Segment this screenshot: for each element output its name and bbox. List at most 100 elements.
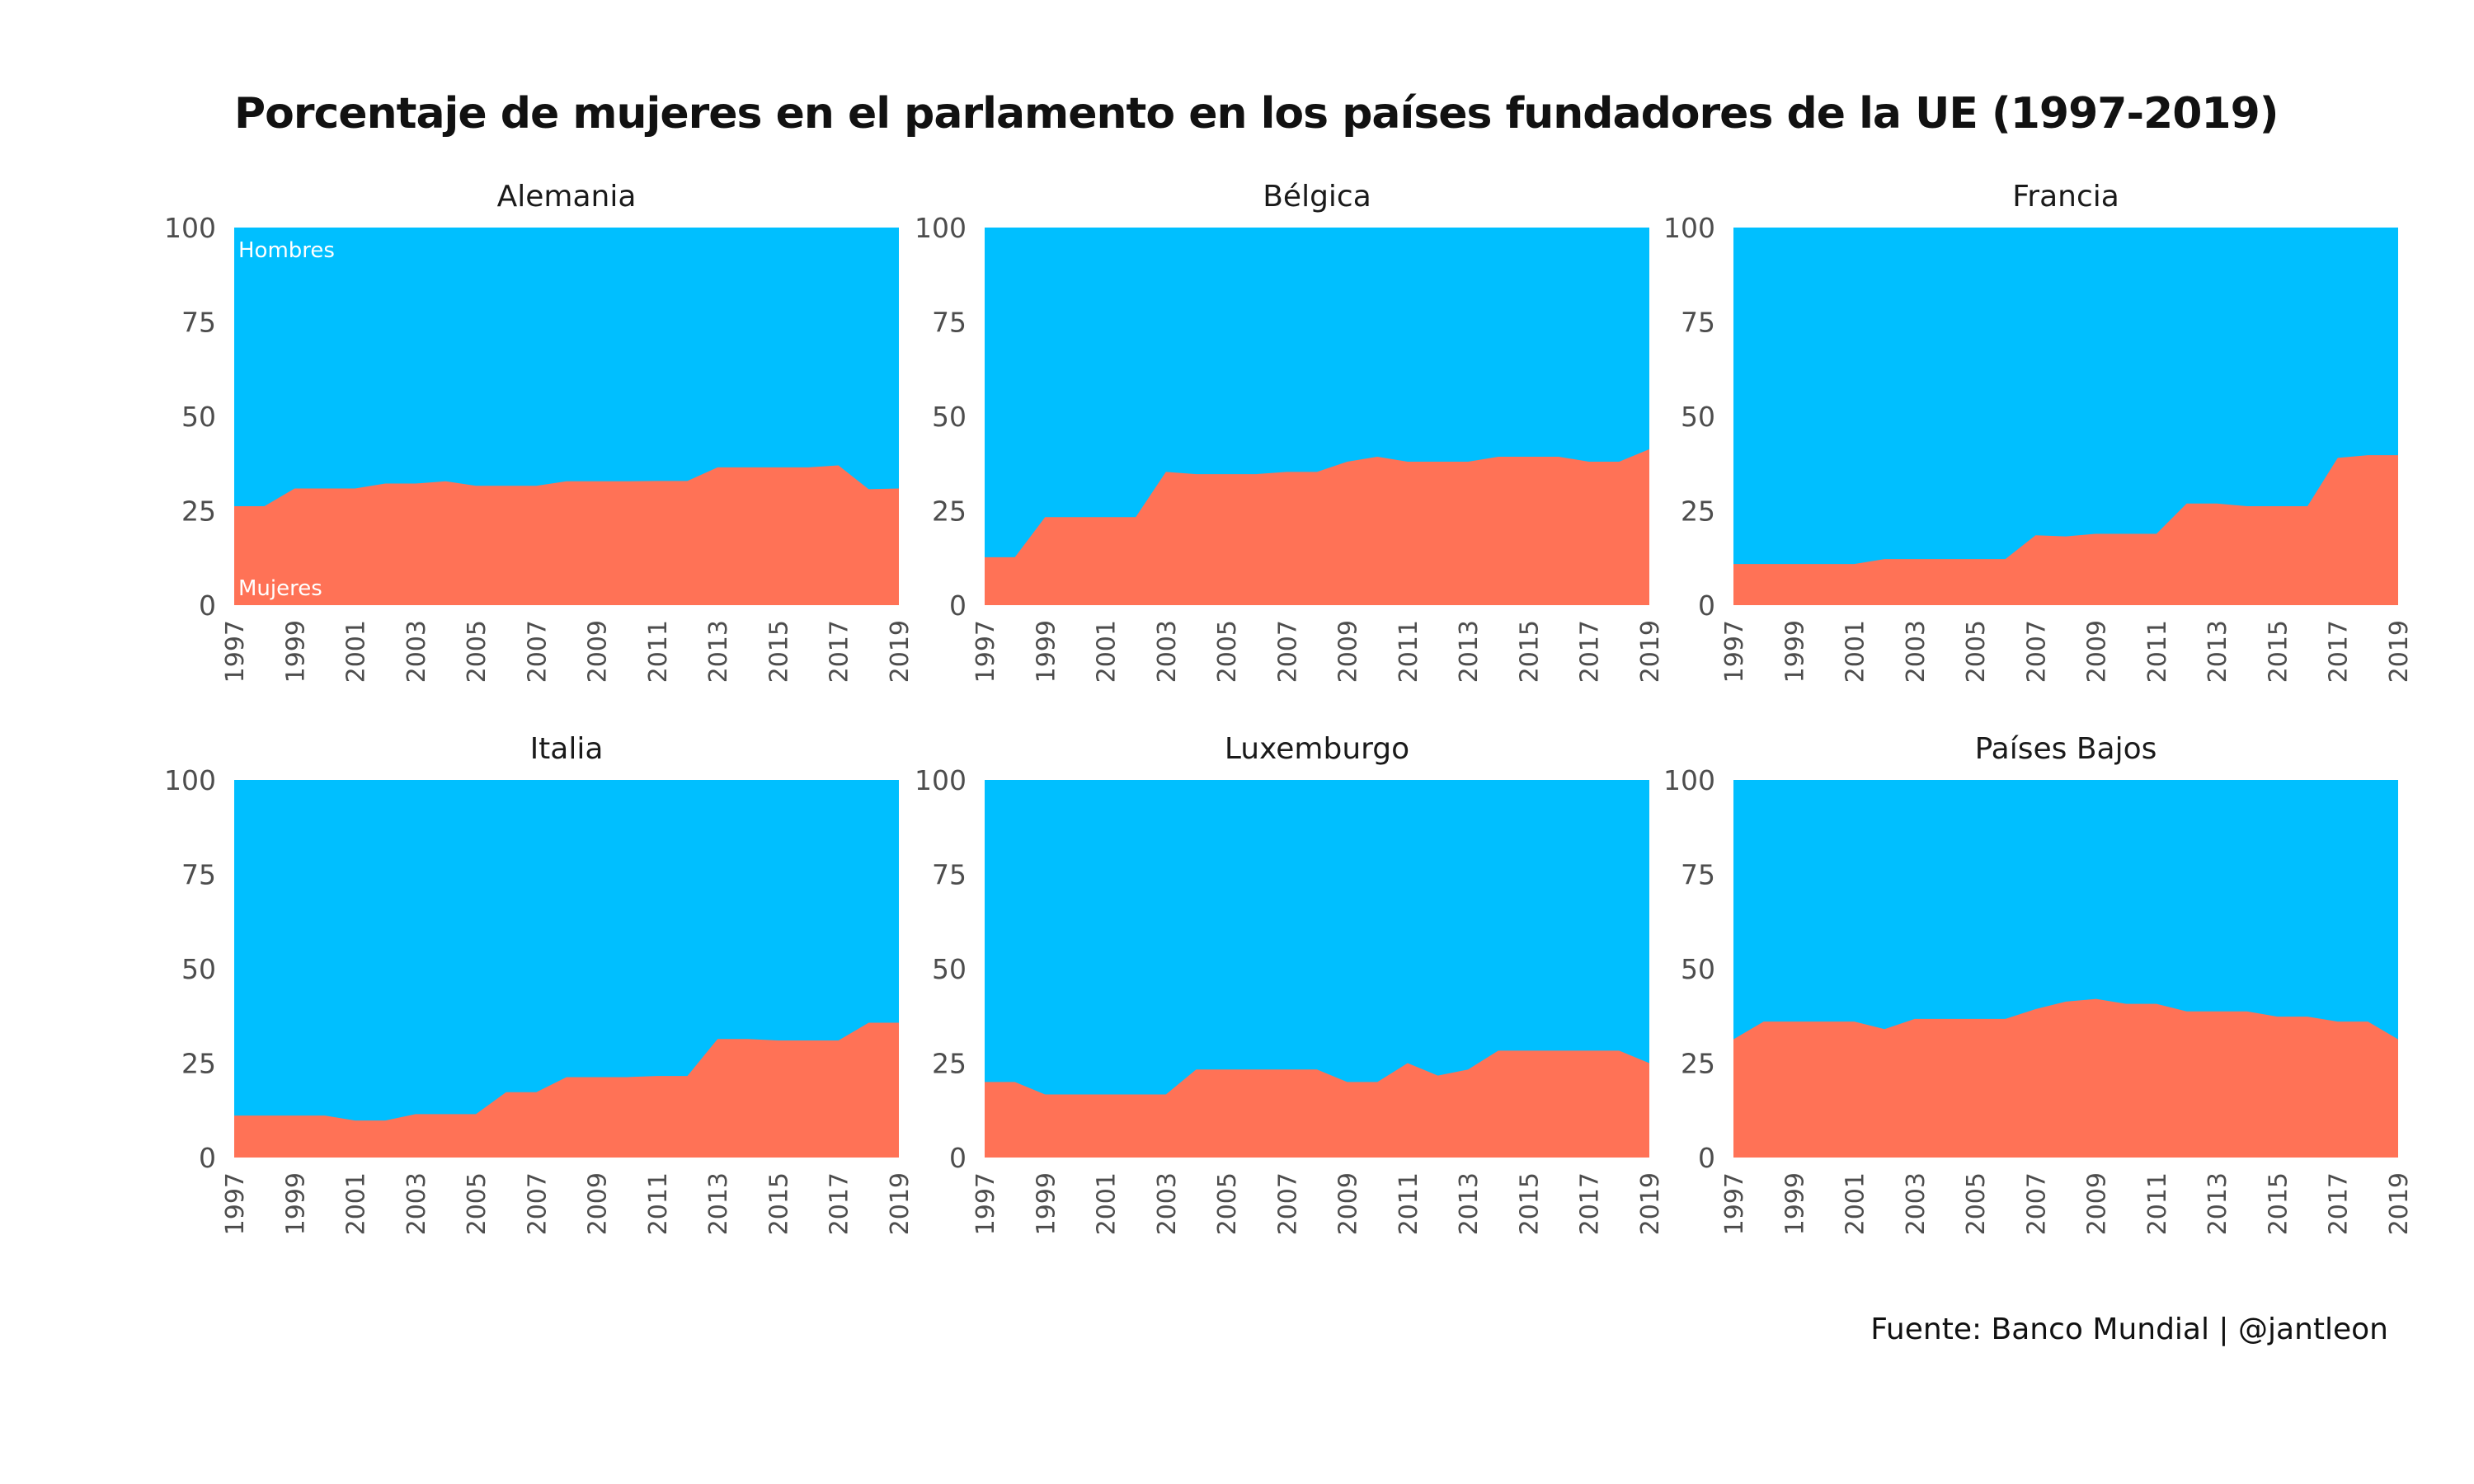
y-tick-label: 100 [164,212,216,244]
y-tick-label: 50 [181,953,216,985]
x-tick-label: 2003 [402,1172,431,1235]
x-tick-label: 1999 [1780,620,1809,683]
facet-title-paises-bajos: Países Bajos [1975,732,2157,766]
y-tick-label: 0 [949,589,967,622]
x-tick-label: 2007 [523,620,552,683]
x-tick-label: 2007 [2022,620,2051,683]
x-tick-label: 2019 [1636,1172,1665,1235]
source-caption: Fuente: Banco Mundial | @jantleon [1870,1313,2388,1346]
y-tick-label: 75 [932,307,967,339]
x-tick-label: 2011 [1395,1172,1423,1235]
x-tick-label: 2019 [2385,620,2414,683]
x-tick-label: 2003 [1153,620,1182,683]
x-tick-label: 2017 [2325,1172,2354,1235]
x-tick-label: 2017 [825,620,854,683]
y-tick-label: 50 [1681,953,1715,985]
facet-title-luxemburgo: Luxemburgo [1225,732,1409,766]
x-tick-label: 2001 [342,620,371,683]
x-tick-label: 1997 [971,1172,1000,1235]
x-tick-label: 2011 [2143,1172,2172,1235]
y-tick-label: 75 [181,859,216,891]
x-tick-label: 1997 [221,1172,250,1235]
x-tick-label: 2015 [1515,1172,1544,1235]
y-tick-label: 25 [1681,495,1715,528]
y-tick-label: 50 [932,953,967,985]
x-tick-label: 2013 [704,620,733,683]
y-tick-label: 0 [1698,589,1715,622]
facet-title-francia: Francia [2012,180,2119,214]
x-tick-label: 2013 [1455,620,1484,683]
area-mujeres-alemania [234,465,899,605]
x-tick-label: 2011 [644,620,673,683]
x-tick-label: 2007 [1273,1172,1302,1235]
y-tick-label: 25 [1681,1048,1715,1080]
facet-luxemburgo: Luxemburgo 0 25 50 75 100 1997 1999 2001 2003 2005… [915,732,1665,1235]
y-tick-label: 100 [1663,212,1715,244]
x-tick-label: 2007 [2022,1172,2051,1235]
facet-paises-bajos: Países Bajos 0 25 50 75 100 1997 1999 2001 2003 20… [1663,732,2414,1235]
area-mujeres-paises-bajos [1733,998,2398,1158]
y-tick-label: 100 [164,764,216,796]
x-tick-label: 2009 [584,1172,613,1235]
x-tick-label: 2017 [1576,1172,1605,1235]
x-tick-label: 2001 [1093,1172,1122,1235]
facet-italia: Italia 0 25 50 75 100 1997 1999 2001 2003 2005 2007… [164,732,915,1235]
x-tick-label: 2011 [1395,620,1423,683]
x-tick-label: 1999 [1780,1172,1809,1235]
x-tick-label: 1999 [1032,1172,1061,1235]
x-tick-label: 2009 [2083,620,2112,683]
x-tick-label: 2017 [825,1172,854,1235]
x-tick-label: 2001 [342,1172,371,1235]
x-tick-label: 2019 [1636,620,1665,683]
x-tick-label: 2011 [2143,620,2172,683]
x-tick-label: 2003 [402,620,431,683]
facet-title-alemania: Alemania [497,180,637,214]
y-tick-label: 75 [1681,859,1715,891]
x-tick-label: 2013 [2204,620,2232,683]
y-tick-label: 0 [199,589,216,622]
y-tick-label: 100 [915,212,967,244]
x-tick-label: 2003 [1153,1172,1182,1235]
x-tick-label: 2019 [886,620,915,683]
x-tick-label: 2019 [886,1172,915,1235]
y-tick-label: 75 [932,859,967,891]
x-tick-label: 2009 [584,620,613,683]
x-tick-label: 2005 [1213,620,1242,683]
facet-title-italia: Italia [530,732,604,766]
area-mujeres-italia [234,1022,899,1158]
x-tick-label: 2005 [463,1172,492,1235]
x-tick-label: 2011 [644,1172,673,1235]
x-tick-label: 2005 [1962,1172,1991,1235]
x-tick-label: 2013 [1455,1172,1484,1235]
x-tick-label: 1999 [1032,620,1061,683]
x-tick-label: 1997 [1720,1172,1749,1235]
area-mujeres-belgica [985,448,1649,605]
x-tick-label: 2015 [2264,620,2293,683]
facet-title-belgica: Bélgica [1263,180,1371,214]
y-tick-label: 100 [915,764,967,796]
x-tick-label: 2009 [2083,1172,2112,1235]
x-tick-label: 1999 [281,620,310,683]
x-tick-label: 2007 [523,1172,552,1235]
y-tick-label: 0 [1698,1142,1715,1174]
x-tick-label: 2009 [1334,1172,1363,1235]
x-tick-label: 2017 [1576,620,1605,683]
x-tick-label: 1997 [971,620,1000,683]
y-tick-label: 25 [181,1048,216,1080]
x-tick-label: 2013 [704,1172,733,1235]
x-tick-label: 2005 [463,620,492,683]
facet-alemania: Alemania 0 25 50 75 100 1997 1999 2001 2003 2005 20… [164,180,915,683]
x-tick-label: 2001 [1841,1172,1870,1235]
area-mujeres-francia [1733,455,2398,605]
x-tick-label: 1997 [1720,620,1749,683]
x-tick-label: 2005 [1213,1172,1242,1235]
y-tick-label: 0 [949,1142,967,1174]
x-tick-label: 2007 [1273,620,1302,683]
x-tick-label: 2005 [1962,620,1991,683]
y-tick-label: 50 [181,401,216,433]
x-tick-label: 2001 [1093,620,1122,683]
x-tick-label: 2015 [2264,1172,2293,1235]
x-tick-label: 2013 [2204,1172,2232,1235]
y-tick-label: 25 [181,495,216,528]
